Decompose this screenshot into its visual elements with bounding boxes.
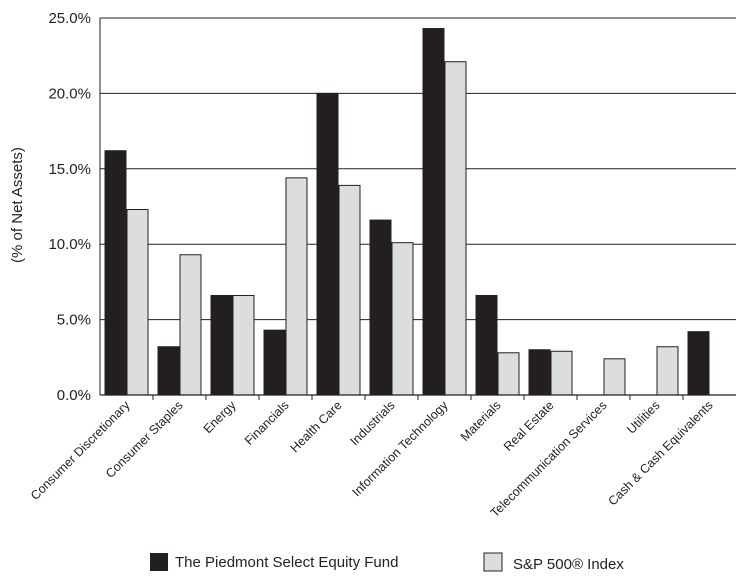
x-tick-label-financials: Financials [242,398,292,448]
bar-real-estate-fund [528,349,551,396]
bar-telecommunication-services-index [603,358,626,396]
x-tick-label-cash-cash-equivalents: Cash & Cash Equivalents [605,398,715,508]
y-tick-label: 25.0% [48,10,91,27]
bar-consumer-discretionary-fund [104,150,127,396]
bars [104,28,710,396]
x-tick-label-health-care: Health Care [288,398,345,455]
gridlines [100,17,736,321]
bar-materials-index [497,352,520,396]
bar-consumer-discretionary-index [126,209,149,396]
bar-real-estate-index [550,350,573,396]
bar-financials-fund [263,329,286,396]
y-tick-label: 5.0% [57,312,91,329]
bar-cash-cash-equivalents-fund [687,331,710,396]
legend-swatch-piedmont-fund [150,553,168,571]
bar-consumer-staples-fund [157,346,180,396]
x-tick-label-consumer-discretionary: Consumer Discretionary [28,398,133,503]
bar-materials-fund [475,294,498,396]
legend-label-piedmont-fund: The Piedmont Select Equity Fund [175,554,398,571]
bar-utilities-index [656,346,679,396]
x-tick-label-utilities: Utilities [624,398,662,436]
bar-health-care-index [338,184,361,396]
y-tick-label: 0.0% [57,387,91,404]
x-tick-label-telecommunication-services: Telecommunication Services [488,398,610,520]
y-axis-tick-labels: 0.0% 5.0% 10.0% 15.0% 20.0% 25.0% [48,10,91,404]
x-tick-label-industrials: Industrials [347,398,397,448]
bar-information-technology-fund [422,28,445,396]
bar-energy-index [232,294,255,396]
bar-industrials-index [391,242,414,396]
y-axis-label: (% of Net Assets) [9,147,26,263]
x-tick-label-energy: Energy [201,398,239,436]
x-tick-label-real-estate: Real Estate [501,398,557,454]
y-tick-label: 20.0% [48,85,91,102]
legend: The Piedmont Select Equity Fund S&P 500®… [150,552,624,573]
x-tick-label-information-technology: Information Technology [349,398,451,500]
legend-label-sp500-index: S&P 500® Index [513,556,624,573]
bar-energy-fund [210,294,233,396]
x-axis [99,18,736,400]
bar-industrials-fund [369,219,392,396]
y-tick-label: 15.0% [48,161,91,178]
bar-consumer-staples-index [179,254,202,396]
legend-swatch-sp500-index [483,552,503,572]
y-tick-label: 10.0% [48,236,91,253]
bar-information-technology-index [444,61,467,396]
bar-financials-index [285,177,308,396]
bar-health-care-fund [316,92,339,396]
x-tick-label-materials: Materials [458,398,504,444]
